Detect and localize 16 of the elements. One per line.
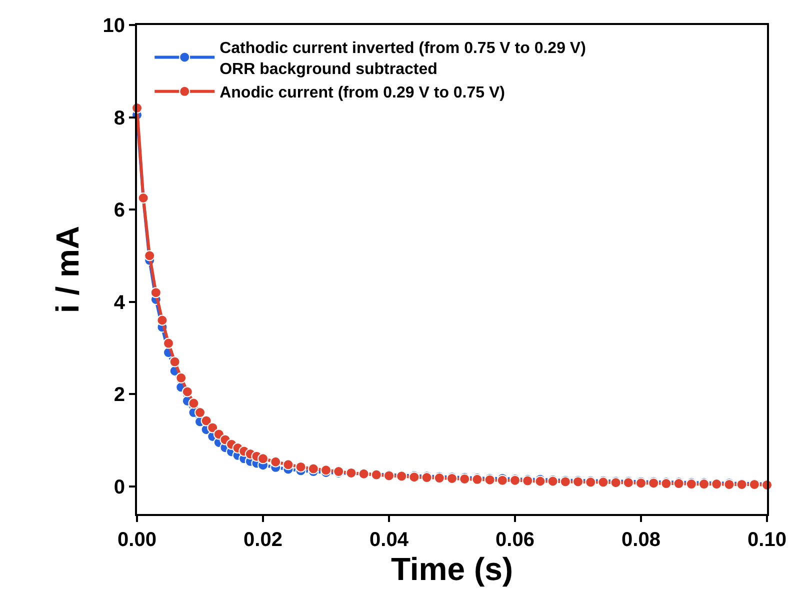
y-axis-title: i / mA: [50, 226, 86, 314]
x-tick-label: 0.08: [622, 529, 660, 551]
x-tick-label: 0.06: [496, 529, 534, 551]
x-axis-title: Time (s): [390, 551, 514, 587]
y-tick-label: 0: [114, 476, 125, 498]
x-tick-label: 0.10: [748, 529, 786, 551]
y-tick-label: 2: [114, 384, 125, 406]
y-tick-label: 8: [114, 107, 125, 130]
y-tick-label: 4: [114, 292, 126, 314]
x-tick-label: 0.02: [244, 529, 282, 551]
legend-label: Anodic current (from 0.29 V to 0.75 V): [220, 84, 506, 102]
y-tick-label: 10: [102, 15, 125, 37]
x-tick-label: 0.04: [370, 529, 410, 551]
legend-label: Cathodic current inverted (from 0.75 V to 0.29 V) ORR background subtracted: [220, 40, 586, 78]
y-tick-label: 6: [114, 200, 125, 222]
x-tick-label: 0.00: [118, 529, 156, 551]
